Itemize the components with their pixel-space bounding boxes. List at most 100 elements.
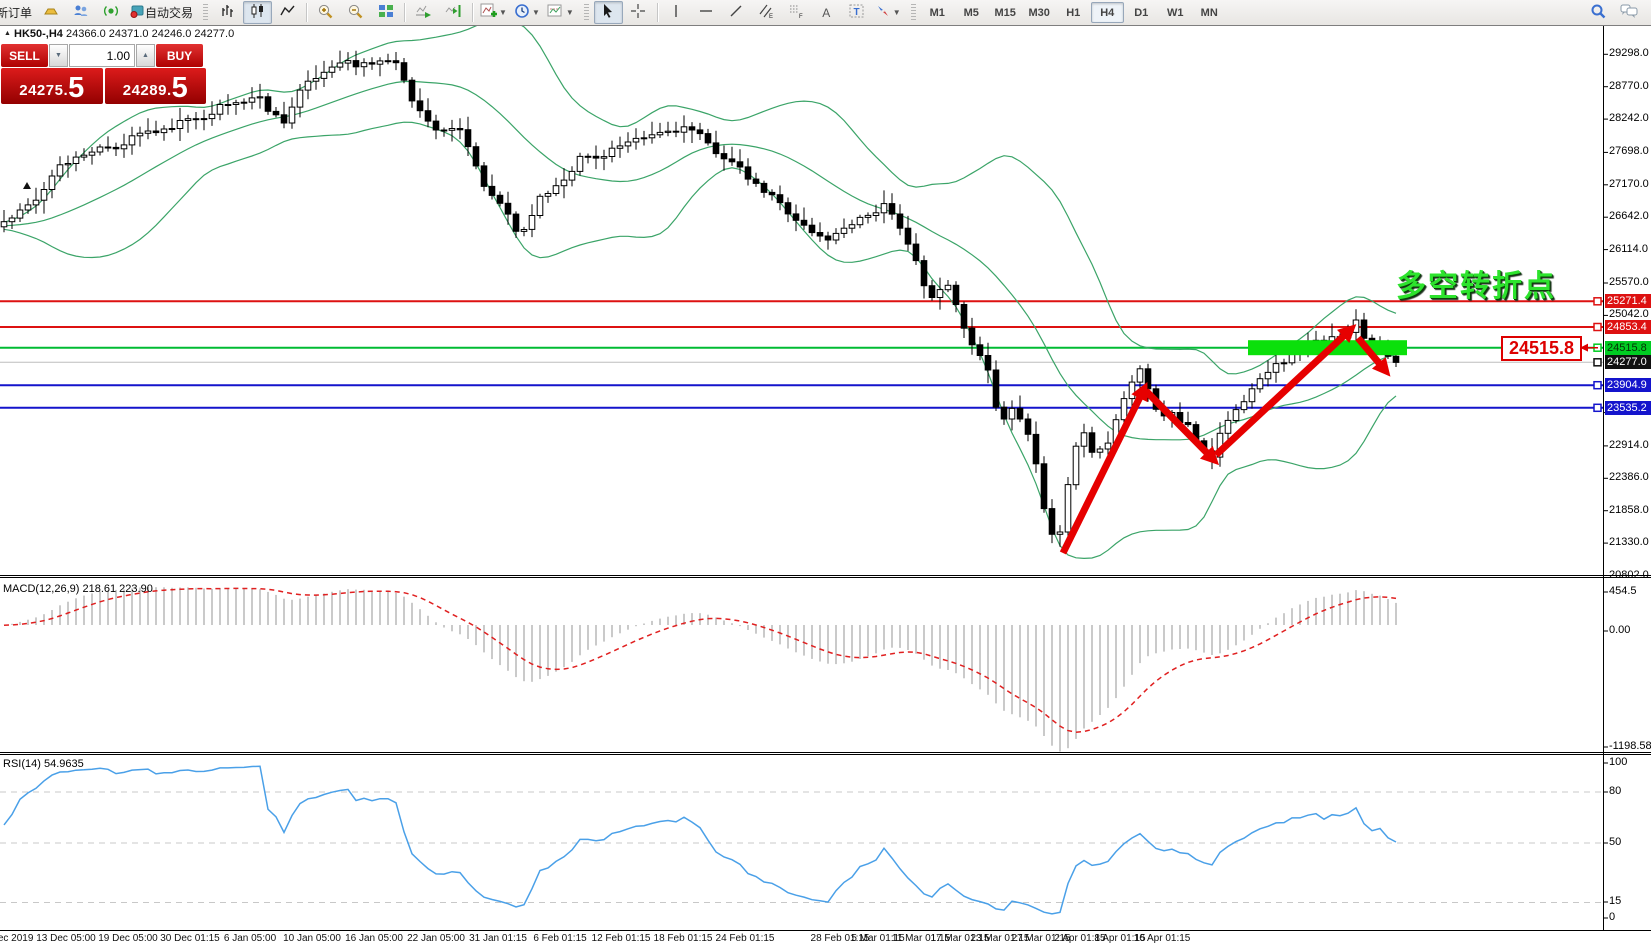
gold-ingot-icon [43, 3, 59, 22]
toolbar-grip[interactable] [583, 4, 589, 21]
symbol-period-label: HK50-,H4 [14, 28, 63, 40]
one-click-trading-panel: SELL ▼ ▲ BUY 24275.5 24289.5 [1, 44, 206, 104]
trendline-icon [728, 3, 744, 22]
sell-price-main: 24275. [19, 82, 69, 99]
bull-bear-turning-point-annotation[interactable]: 多空转折点 [1396, 270, 1556, 303]
new-order-button[interactable]: 新订单 [0, 1, 35, 24]
toolbar-grip[interactable] [910, 4, 916, 21]
macd-axis-tick-label: -1198.58 [1609, 740, 1651, 752]
timeframe-M1[interactable]: M1 [929, 6, 945, 19]
equidistant-channel-tool-button[interactable]: E [752, 1, 781, 24]
price-axis-tick-label: 20802.0 [1609, 569, 1649, 581]
text-tool-icon: A [822, 5, 831, 20]
label-tool-button[interactable]: T [842, 1, 871, 24]
toolbar-grip[interactable] [203, 4, 209, 21]
horizontal-line-tool-button[interactable] [692, 1, 721, 24]
auto-scroll-button[interactable] [409, 1, 438, 24]
vertical-line-tool-button[interactable] [662, 1, 691, 24]
timeframe-M15[interactable]: M15 [994, 6, 1016, 19]
price-axis-label: 23535.2 [1605, 401, 1651, 415]
price-axis-tick-label: 29298.0 [1609, 47, 1649, 59]
price-axis-label: 24515.8 [1605, 341, 1651, 355]
search-icon [1590, 3, 1607, 23]
timeframe-W1[interactable]: W1 [1166, 6, 1184, 19]
rsi-indicator-label: RSI(14) 54.9635 [3, 758, 84, 770]
chat-button[interactable] [1614, 1, 1643, 24]
bar-chart-icon [220, 3, 236, 22]
fibonacci-tool-button[interactable]: F [782, 1, 811, 24]
sell-price[interactable]: 24275. 5 [1, 68, 103, 104]
timeframe-D1[interactable]: D1 [1134, 6, 1149, 19]
svg-text:E: E [769, 14, 773, 19]
sell-button[interactable]: SELL [1, 44, 48, 67]
dropdown-caret-icon: ▼ [892, 8, 901, 17]
rsi-axis-tick-label: 100 [1609, 756, 1628, 768]
clock-icon [514, 3, 530, 22]
horizontal-level-lines[interactable] [0, 300, 1603, 409]
time-axis-label: 30 Dec 01:15 [160, 933, 220, 944]
timeframe-H1[interactable]: H1 [1066, 6, 1081, 19]
search-button[interactable] [1584, 1, 1613, 24]
text-tool-button[interactable]: A [812, 1, 841, 24]
time-axis-label: 22 Jan 05:00 [407, 933, 465, 944]
chart-shift-button[interactable] [439, 1, 468, 24]
volume-input[interactable] [69, 44, 135, 67]
auto-scroll-icon [415, 3, 432, 22]
crosshair-tool-button[interactable] [624, 1, 653, 24]
chart-shift-icon [445, 3, 462, 22]
arrows-tool-button[interactable]: ▼ [872, 1, 904, 24]
buy-price[interactable]: 24289. 5 [104, 68, 206, 104]
price-axis-label: 24853.4 [1605, 320, 1651, 334]
cursor-tool-button[interactable] [593, 1, 623, 24]
market-watch-button[interactable] [36, 1, 65, 24]
time-axis-label: 8 Apr 01:15 [1094, 933, 1146, 944]
timeframe-M30[interactable]: M30 [1028, 6, 1050, 19]
zoom-in-button[interactable] [311, 1, 340, 24]
price-axis-label: 23904.9 [1605, 378, 1651, 392]
svg-text:T: T [853, 7, 859, 18]
signals-button[interactable] [96, 1, 125, 24]
accounts-button[interactable] [66, 1, 95, 24]
price-axis-tick-label: 26642.0 [1609, 210, 1649, 222]
label-tool-icon: T [848, 3, 865, 22]
zoom-out-button[interactable] [341, 1, 370, 24]
volume-increase-button[interactable]: ▲ [136, 44, 155, 67]
time-axis-label: 18 Feb 01:15 [653, 933, 713, 944]
indicators-button[interactable]: ▼ [477, 1, 510, 24]
trend-arrows[interactable] [1059, 324, 1391, 555]
toolbar-separator [472, 3, 474, 22]
line-chart-icon [279, 3, 296, 22]
trendline-tool-button[interactable] [722, 1, 751, 24]
candlestick-chart-button[interactable] [243, 1, 273, 24]
buy-marker-icon[interactable] [23, 182, 31, 189]
buy-button[interactable]: BUY [156, 44, 203, 67]
price-callout-label[interactable]: 24515.8 [1501, 336, 1582, 361]
timeframe-H4[interactable]: H4 [1090, 2, 1124, 23]
dropdown-caret-icon: ▼ [531, 8, 540, 17]
rsi-line [3, 765, 1397, 915]
sell-price-big-digit: 5 [68, 72, 85, 104]
bar-chart-button[interactable] [213, 1, 242, 24]
timeframe-toolbar: M1 M5 M15 M30 H1 H4 D1 W1 MN [921, 2, 1226, 23]
zoom-in-icon [317, 3, 334, 23]
macd-histogram [3, 587, 1397, 752]
time-axis-label: 6 Feb 01:15 [533, 933, 587, 944]
rsi-axis-tick-label: 50 [1609, 836, 1622, 848]
time-axis-label: 23 Mar 01:15 [970, 933, 1030, 944]
autotrading-icon [129, 3, 145, 22]
timeframe-MN[interactable]: MN [1200, 6, 1218, 19]
volume-decrease-button[interactable]: ▼ [49, 44, 68, 67]
autotrading-button[interactable]: 自动交易 [126, 1, 196, 24]
buy-price-main: 24289. [122, 82, 172, 99]
periods-button[interactable]: ▼ [511, 1, 543, 24]
price-axis-tick-label: 28242.0 [1609, 112, 1649, 124]
add-indicator-icon [480, 3, 498, 22]
timeframe-M5[interactable]: M5 [963, 6, 979, 19]
line-chart-button[interactable] [273, 1, 302, 24]
time-axis-label: Dec 2019 [0, 933, 34, 944]
tile-windows-button[interactable] [371, 1, 400, 24]
time-axis-label: 24 Feb 01:15 [715, 933, 775, 944]
templates-button[interactable]: ▼ [544, 1, 577, 24]
one-click-collapse-arrow[interactable]: ▲ [4, 30, 11, 37]
